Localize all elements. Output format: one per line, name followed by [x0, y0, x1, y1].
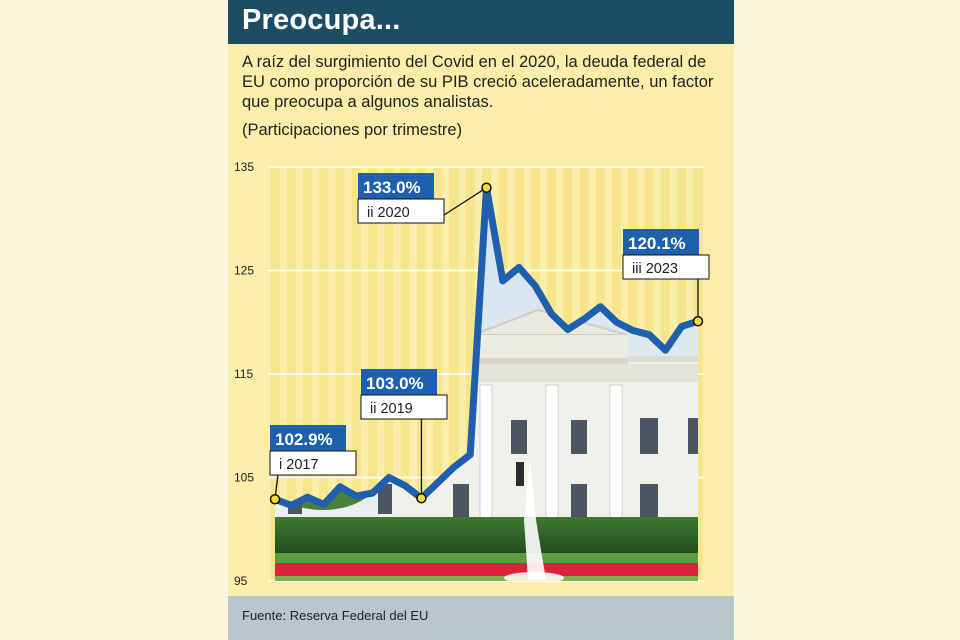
data-point-marker [692, 315, 704, 327]
annotation-date: ii 2019 [370, 401, 413, 417]
annotation: 102.9% i 2017 [269, 425, 357, 505]
annotation-date: i 2017 [279, 457, 319, 473]
title-bar: Preocupa... [228, 0, 734, 44]
annotation: 133.0% ii 2020 [357, 173, 492, 224]
annotation-date-box [360, 394, 448, 420]
description: A raíz del surgimiento del Covid en el 2… [242, 53, 714, 111]
data-point-marker [481, 182, 492, 193]
annotation-value: 102.9% [275, 430, 333, 449]
annotation-date-box [357, 198, 445, 224]
line-chart: 95 105 115 125 135 102.9% i 2017 103.0% ii 2019… [234, 160, 710, 588]
y-tick-label: 105 [234, 471, 254, 485]
annotation-value-box [358, 173, 434, 199]
y-axis: 95 105 115 125 135 [234, 160, 254, 588]
annotation: 120.1% iii 2023 [622, 229, 710, 327]
data-point-marker [416, 492, 427, 504]
y-tick-label: 95 [234, 574, 248, 588]
chart-title: Preocupa... [242, 4, 401, 36]
annotation-value-box [361, 369, 437, 395]
annotation-value-box [623, 229, 699, 255]
annotation: 103.0% ii 2019 [360, 369, 448, 504]
annotations: 102.9% i 2017 103.0% ii 2019 133.0% ii 2020 12… [269, 173, 710, 505]
annotation-value-box [270, 425, 346, 451]
source-note: Fuente: Reserva Federal del EU [242, 608, 429, 623]
footer: Fuente: Reserva Federal del EU [228, 596, 734, 640]
annotation-date: ii 2020 [367, 205, 410, 221]
y-tick-label: 115 [234, 367, 253, 381]
chart-subtitle: (Participaciones por trimestre) [242, 121, 463, 139]
y-tick-label: 125 [234, 264, 254, 278]
annotation-date-box [269, 450, 357, 476]
annotation-value: 120.1% [628, 234, 686, 253]
infographic-card: Preocupa... A raíz del surgimiento del C… [228, 0, 734, 640]
y-tick-label: 135 [234, 160, 254, 174]
annotation-leader [443, 187, 487, 216]
annotation-date: iii 2023 [632, 261, 678, 277]
annotation-date-box [622, 254, 710, 280]
data-point-marker [269, 493, 281, 505]
annotation-value: 133.0% [363, 178, 421, 197]
annotation-value: 103.0% [366, 374, 424, 393]
